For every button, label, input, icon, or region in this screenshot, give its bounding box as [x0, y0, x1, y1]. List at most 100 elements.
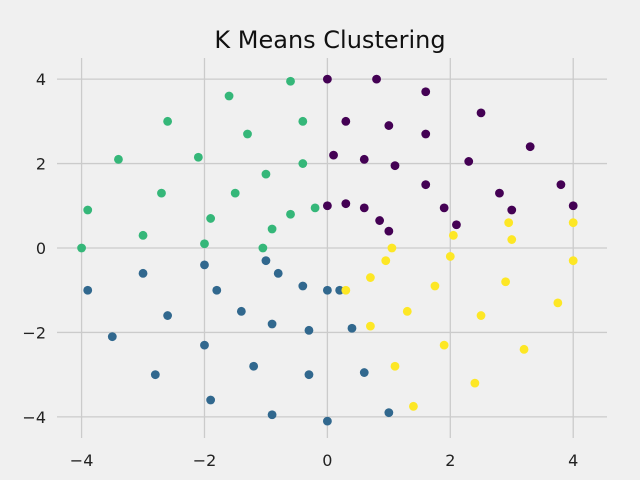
data-point [310, 203, 320, 213]
data-point [200, 239, 209, 249]
x-tick-label: −4 [70, 451, 94, 470]
data-point [267, 319, 277, 329]
data-point [267, 410, 277, 420]
data-point [212, 285, 222, 295]
data-point [366, 321, 375, 331]
y-tick-label: 2 [36, 155, 46, 174]
grid-lines [57, 58, 607, 438]
data-point [83, 285, 93, 295]
chart-title: K Means Clustering [214, 26, 445, 54]
data-point [157, 188, 166, 198]
data-point [372, 74, 381, 84]
data-point [568, 218, 578, 228]
data-point [114, 154, 123, 164]
x-tick-label: −2 [193, 451, 217, 470]
data-point [298, 159, 308, 168]
data-point [402, 306, 412, 316]
data-point [249, 361, 259, 371]
data-point [390, 361, 400, 371]
data-point [273, 268, 283, 278]
data-point [430, 281, 440, 291]
data-point [384, 226, 394, 236]
data-point [421, 87, 431, 97]
data-point [335, 285, 345, 295]
data-point [409, 401, 418, 411]
data-point [381, 256, 391, 266]
data-point [224, 91, 234, 101]
data-point [322, 285, 332, 295]
data-point [298, 116, 308, 126]
x-axis-ticks: −4 −2 0 2 4 [70, 451, 579, 470]
data-point [439, 340, 449, 350]
data-point [200, 340, 209, 350]
data-point [107, 332, 117, 342]
data-point [298, 281, 308, 291]
x-tick-label: 4 [568, 451, 578, 470]
data-point [267, 224, 277, 234]
data-point [568, 256, 578, 266]
data-point [507, 205, 517, 215]
data-point [359, 154, 369, 164]
data-point [504, 218, 514, 228]
data-point [501, 277, 511, 287]
data-point [366, 273, 375, 282]
data-point [286, 209, 295, 219]
data-point [341, 285, 351, 295]
data-point [322, 201, 332, 211]
data-point [329, 150, 338, 160]
data-point [359, 368, 369, 377]
data-point [421, 180, 431, 190]
data-point [138, 268, 148, 278]
data-point [476, 108, 486, 118]
data-point [347, 323, 357, 333]
data-point [322, 74, 332, 84]
data-point [341, 199, 351, 209]
data-point [230, 188, 240, 198]
data-point [387, 243, 397, 253]
data-point [525, 142, 535, 152]
data-point [445, 252, 455, 261]
data-point [439, 203, 449, 213]
data-points [77, 74, 578, 426]
data-point [258, 243, 268, 253]
data-point [200, 260, 209, 270]
data-point [261, 256, 271, 266]
data-point [448, 230, 458, 240]
y-axis-ticks: −4 −2 0 2 4 [22, 70, 46, 427]
data-point [341, 116, 351, 126]
data-point [452, 220, 461, 230]
data-point [304, 325, 314, 335]
data-point [322, 416, 332, 426]
data-point [553, 298, 563, 308]
data-point [193, 152, 203, 162]
data-point [384, 121, 394, 130]
data-point [375, 216, 385, 225]
x-tick-label: 2 [445, 451, 455, 470]
data-point [150, 370, 160, 380]
data-point [470, 378, 480, 388]
data-point [384, 408, 394, 418]
data-point [83, 205, 93, 215]
data-point [304, 370, 314, 380]
y-tick-label: 0 [36, 239, 46, 258]
data-point [476, 311, 486, 320]
data-point [519, 344, 529, 354]
data-point [359, 203, 369, 213]
data-point [464, 157, 474, 166]
data-point [163, 311, 173, 320]
data-point [568, 201, 578, 211]
y-tick-label: 4 [36, 70, 46, 89]
data-point [77, 243, 86, 253]
data-point [243, 129, 252, 139]
data-point [507, 235, 517, 244]
data-point [556, 180, 566, 190]
y-tick-label: −4 [22, 408, 46, 427]
data-point [390, 161, 400, 171]
data-point [286, 76, 295, 86]
x-tick-label: 0 [322, 451, 332, 470]
data-point [421, 129, 431, 139]
data-point [206, 395, 216, 405]
data-point [261, 169, 271, 179]
